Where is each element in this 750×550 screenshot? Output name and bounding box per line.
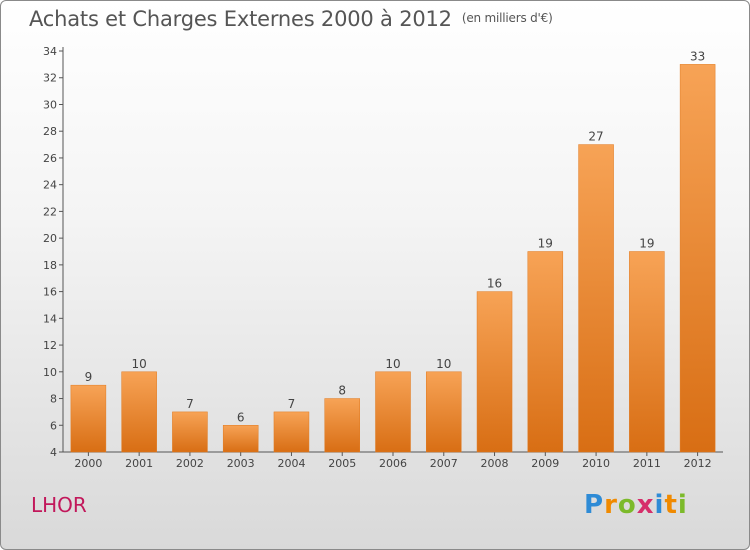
logo-letter: x — [636, 490, 655, 520]
logo-letter: t — [664, 490, 678, 520]
x-tick-label: 2006 — [379, 457, 407, 470]
bar-2001 — [121, 371, 157, 453]
bars: 9 10 7 6 7 8 10 10 16 19 27 19 33 — [70, 49, 716, 453]
bar-2011 — [629, 251, 665, 453]
y-tick-label: 30 — [43, 98, 57, 111]
y-tick-label: 6 — [50, 419, 57, 432]
bar-value-label: 6 — [237, 410, 245, 424]
bar-value-label: 19 — [538, 237, 553, 251]
bar-2004 — [273, 411, 310, 453]
y-tick-label: 14 — [43, 312, 57, 325]
y-tick-label: 16 — [43, 286, 57, 299]
y-tick-label: 20 — [43, 232, 57, 245]
x-tick-label: 2009 — [531, 457, 559, 470]
y-tick-label: 12 — [43, 339, 57, 352]
y-tick-label: 8 — [50, 393, 57, 406]
bar-value-label: 16 — [487, 277, 502, 291]
bar-value-label: 27 — [588, 130, 603, 144]
bar-value-label: 33 — [690, 49, 705, 63]
y-tick-label: 32 — [43, 72, 57, 85]
x-axis: 2000 2001 2002 2003 2004 2005 2006 2007 2008 2009… — [63, 451, 723, 470]
x-tick-label: 2010 — [582, 457, 610, 470]
y-tick-label: 22 — [43, 205, 57, 218]
bar-2005 — [324, 398, 360, 453]
y-tick-label: 26 — [43, 152, 57, 165]
bar-value-label: 8 — [338, 384, 346, 398]
chart-unit: (en milliers d'€) — [461, 11, 553, 25]
logo-letter: r — [604, 490, 618, 520]
y-tick-label: 18 — [43, 259, 57, 272]
logo-letter: o — [617, 490, 637, 520]
x-tick-label: 2000 — [74, 457, 102, 470]
bar-2003 — [222, 425, 259, 453]
y-tick-label: 28 — [43, 125, 57, 138]
x-tick-label: 2003 — [227, 457, 255, 470]
x-tick-label: 2001 — [125, 457, 153, 470]
bar-value-label: 7 — [186, 397, 194, 411]
bar-2002 — [172, 411, 208, 453]
place-name: LHOR — [31, 493, 87, 517]
bar-value-label: 9 — [85, 370, 93, 384]
logo-letter: i — [654, 490, 665, 520]
bar-value-label: 10 — [385, 357, 400, 371]
bar-value-label: 10 — [436, 357, 451, 371]
x-tick-label: 2008 — [481, 457, 509, 470]
y-tick-label: 4 — [50, 446, 57, 459]
y-axis: 4 6 8 10 12 14 16 18 20 22 24 26 28 30 32 34 — [43, 45, 64, 459]
bar-value-label: 19 — [639, 237, 654, 251]
logo-letter: i — [677, 490, 688, 520]
y-tick-label: 34 — [43, 45, 57, 58]
y-tick-label: 10 — [43, 366, 57, 379]
y-tick-label: 24 — [43, 179, 57, 192]
bar-2010 — [578, 144, 614, 453]
x-tick-label: 2005 — [328, 457, 356, 470]
chart-title: Achats et Charges Externes 2000 à 2012 (e… — [29, 7, 553, 31]
bar-value-label: 7 — [288, 397, 296, 411]
x-tick-label: 2011 — [633, 457, 661, 470]
x-tick-label: 2002 — [176, 457, 204, 470]
bar-2000 — [70, 384, 107, 453]
bar-2007 — [426, 371, 462, 453]
bar-2008 — [476, 291, 513, 453]
x-tick-label: 2007 — [430, 457, 458, 470]
logo-letter: P — [584, 490, 605, 520]
bar-2006 — [375, 371, 411, 453]
chart-title-text: Achats et Charges Externes 2000 à 2012 — [29, 7, 452, 31]
bar-2009 — [527, 251, 564, 453]
x-tick-label: 2012 — [684, 457, 712, 470]
proxiti-logo: Proxiti — [584, 490, 688, 520]
x-tick-label: 2004 — [277, 457, 305, 470]
bar-2012 — [679, 64, 716, 453]
bar-value-label: 10 — [132, 357, 147, 371]
